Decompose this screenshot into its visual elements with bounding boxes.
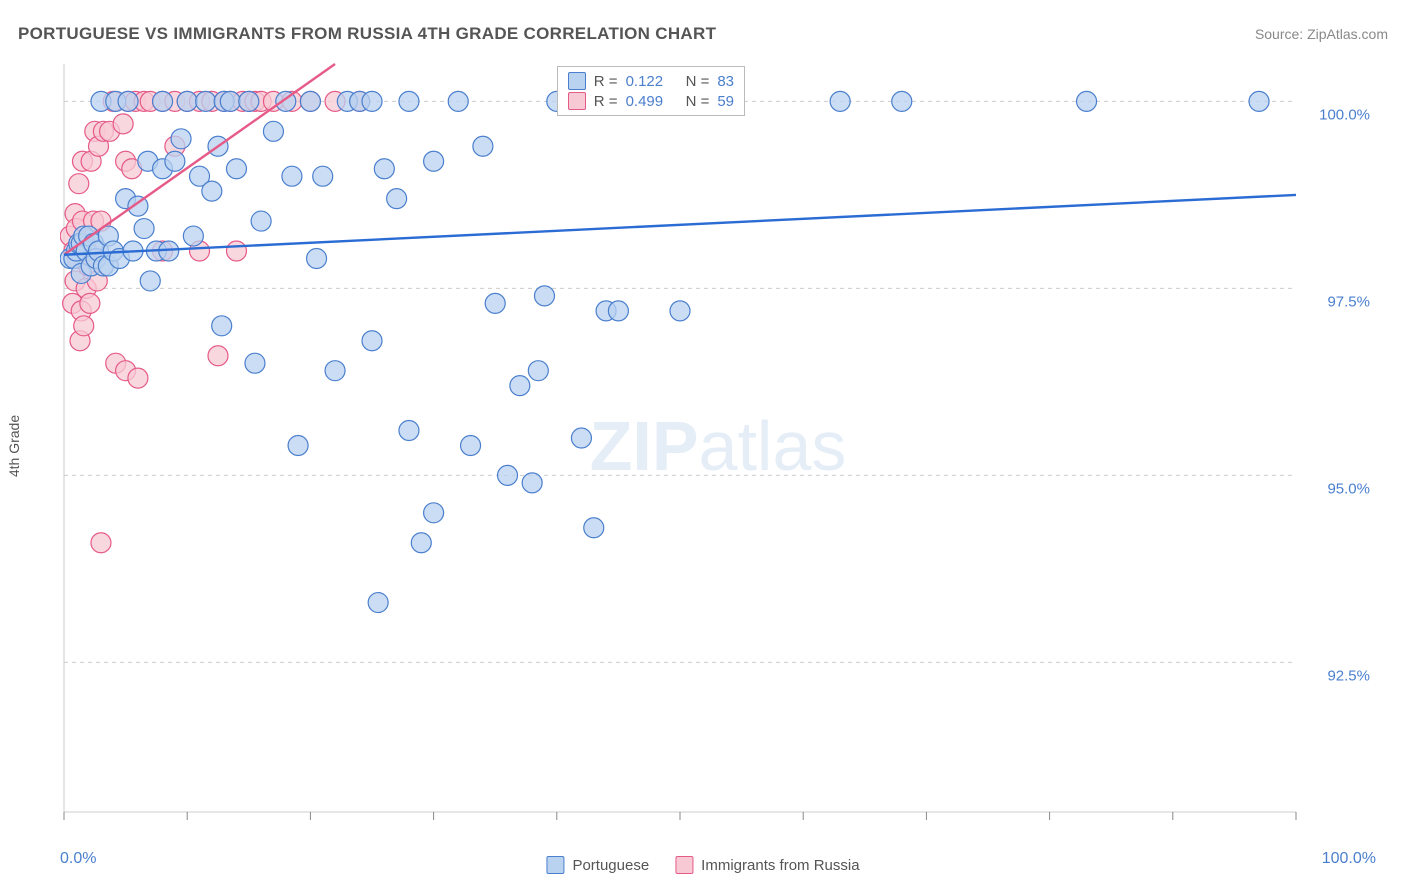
series-legend: Portuguese Immigrants from Russia (546, 856, 859, 874)
data-point (113, 114, 133, 134)
data-point (118, 91, 138, 111)
n-label: N = (686, 93, 710, 110)
svg-text:100.0%: 100.0% (1319, 106, 1370, 123)
svg-text:95.0%: 95.0% (1327, 480, 1370, 497)
correlation-row: R = 0.122 N = 83 (568, 71, 734, 91)
data-point (226, 159, 246, 179)
data-point (411, 533, 431, 553)
n-value: 59 (717, 93, 734, 110)
data-point (670, 301, 690, 321)
legend-swatch (568, 72, 586, 90)
data-point (307, 248, 327, 268)
data-point (251, 211, 271, 231)
data-point (177, 91, 197, 111)
data-point (208, 346, 228, 366)
data-point (196, 91, 216, 111)
data-point (399, 421, 419, 441)
legend-swatch (546, 856, 564, 874)
r-label: R = (594, 73, 618, 90)
data-point (74, 316, 94, 336)
trend-line (64, 195, 1296, 255)
data-point (473, 136, 493, 156)
data-point (313, 166, 333, 186)
data-point (368, 593, 388, 613)
data-point (485, 293, 505, 313)
data-point (220, 91, 240, 111)
data-point (183, 226, 203, 246)
x-axis-max-label: 100.0% (1322, 850, 1376, 868)
data-point (91, 533, 111, 553)
svg-text:92.5%: 92.5% (1327, 667, 1370, 684)
svg-text:97.5%: 97.5% (1327, 293, 1370, 310)
data-point (300, 91, 320, 111)
data-point (534, 286, 554, 306)
legend-swatch (675, 856, 693, 874)
data-point (288, 435, 308, 455)
data-point (424, 503, 444, 523)
data-point (362, 331, 382, 351)
data-point (892, 91, 912, 111)
data-point (498, 465, 518, 485)
data-point (528, 361, 548, 381)
data-point (584, 518, 604, 538)
data-point (134, 219, 154, 239)
data-point (448, 91, 468, 111)
data-point (245, 353, 265, 373)
correlation-row: R = 0.499 N = 59 (568, 91, 734, 111)
legend-item: Immigrants from Russia (675, 856, 859, 874)
data-point (461, 435, 481, 455)
legend-label: Immigrants from Russia (701, 857, 859, 874)
r-label: R = (594, 93, 618, 110)
n-value: 83 (717, 73, 734, 90)
scatter-chart: 92.5% 95.0% 97.5% 100.0% (60, 60, 1376, 832)
chart-area: 92.5%95.0%97.5%100.0% ZIPatlas R =0.122N… (60, 60, 1376, 832)
n-label: N = (686, 73, 710, 90)
data-point (387, 189, 407, 209)
data-point (830, 91, 850, 111)
data-point (80, 293, 100, 313)
data-point (69, 174, 89, 194)
legend-item: Portuguese (546, 856, 649, 874)
data-point (571, 428, 591, 448)
data-point (374, 159, 394, 179)
data-point (1077, 91, 1097, 111)
data-point (263, 121, 283, 141)
data-point (153, 91, 173, 111)
data-point (202, 181, 222, 201)
data-point (212, 316, 232, 336)
data-point (239, 91, 259, 111)
data-point (522, 473, 542, 493)
legend-swatch (568, 92, 586, 110)
data-point (510, 376, 530, 396)
chart-title: PORTUGUESE VS IMMIGRANTS FROM RUSSIA 4TH… (18, 24, 716, 44)
source-attribution: Source: ZipAtlas.com (1255, 26, 1388, 42)
y-axis-label: 4th Grade (6, 415, 22, 477)
r-value: 0.499 (626, 93, 678, 110)
data-point (325, 361, 345, 381)
data-point (424, 151, 444, 171)
correlation-legend: R = 0.122 N = 83 R = 0.499 N = 59 (557, 66, 745, 116)
data-point (282, 166, 302, 186)
data-point (1249, 91, 1269, 111)
data-point (608, 301, 628, 321)
data-point (399, 91, 419, 111)
x-axis-min-label: 0.0% (60, 850, 96, 868)
data-point (128, 368, 148, 388)
data-point (226, 241, 246, 261)
data-point (171, 129, 191, 149)
legend-label: Portuguese (572, 857, 649, 874)
r-value: 0.122 (626, 73, 678, 90)
data-point (362, 91, 382, 111)
data-point (165, 151, 185, 171)
data-point (140, 271, 160, 291)
